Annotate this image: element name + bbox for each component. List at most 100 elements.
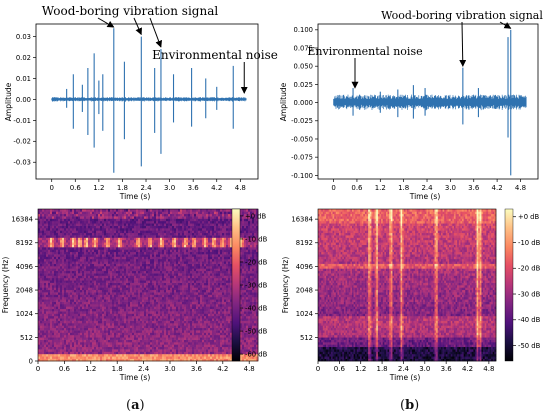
spectrogram-cell xyxy=(104,273,107,276)
spectrogram-cell xyxy=(160,282,163,286)
spectrogram-cell xyxy=(50,315,53,319)
spectrogram-cell xyxy=(62,292,65,295)
spectrogram-cell xyxy=(180,296,183,300)
spectrogram-cell xyxy=(42,301,45,305)
spectrogram-cell xyxy=(40,256,43,260)
spectrogram-cell xyxy=(148,263,151,267)
spectrogram-cell xyxy=(88,346,91,350)
spectrogram-cell xyxy=(86,294,89,298)
spectrogram-cell xyxy=(252,311,255,314)
spectrogram-cell xyxy=(60,339,63,343)
spectrogram-cell xyxy=(132,346,135,350)
spectrogram-cell xyxy=(178,285,181,288)
spectrogram-cell xyxy=(156,277,159,281)
spectrogram-cell xyxy=(254,266,257,269)
spectrogram-cell xyxy=(194,320,197,324)
spectrogram-cell xyxy=(62,346,65,350)
spectrogram-cell xyxy=(42,258,45,262)
spectrogram-cell xyxy=(102,306,105,310)
spectrogram-cell xyxy=(146,304,149,307)
spectrogram-cell xyxy=(100,344,103,348)
spectrogram-cell xyxy=(230,282,233,286)
spectrogram-cell xyxy=(114,327,117,331)
spectrogram-cell xyxy=(82,268,85,272)
spectrogram-cell xyxy=(82,304,85,307)
spectrogram-cell xyxy=(58,339,61,343)
spectrogram-cell xyxy=(64,304,67,307)
spectrogram-cell xyxy=(76,277,79,281)
spectrogram-cell xyxy=(152,301,155,305)
spectrogram-cell xyxy=(208,304,211,307)
spectrogram-cell xyxy=(220,339,223,343)
spectrogram-cell xyxy=(224,353,227,357)
spectrogram-cell xyxy=(54,320,57,324)
spectrogram-cell xyxy=(48,280,51,283)
spectrogram-cell xyxy=(242,325,245,329)
spectrogram-cell xyxy=(120,268,123,272)
spectrogram-cell xyxy=(190,301,193,305)
spectrogram-cell xyxy=(250,325,253,329)
spectrogram-cell xyxy=(216,311,219,314)
spectrogram-cell xyxy=(254,292,257,295)
spectrogram-cell xyxy=(180,356,183,359)
spectrogram-cell xyxy=(114,342,117,345)
spectrogram-cell xyxy=(70,327,73,331)
spectrogram-cell xyxy=(220,270,223,274)
spectrogram-cell xyxy=(52,263,55,267)
spectrogram-cell xyxy=(110,268,113,272)
spectrogram-cell xyxy=(118,294,121,298)
spectrogram-cell xyxy=(226,289,229,293)
spectrogram-cell xyxy=(172,334,175,338)
spectrogram-cell xyxy=(138,256,141,260)
spectrogram-cell xyxy=(86,285,89,288)
spectrogram-cell xyxy=(224,327,227,331)
spectrogram-cell xyxy=(214,266,217,269)
spectrogram-cell xyxy=(182,294,185,298)
spectrogram-cell xyxy=(248,306,251,310)
spectrogram-cell xyxy=(224,273,227,276)
spectrogram-cell xyxy=(194,349,197,352)
annotation-noise: Environmental noise xyxy=(152,48,278,62)
spectrogram-cell xyxy=(40,280,43,283)
spectrogram-cell xyxy=(100,356,103,359)
spectrogram-cell xyxy=(210,256,213,260)
spectrogram-cell xyxy=(62,308,65,312)
spectrogram-cell xyxy=(94,292,97,295)
spectrogram-cell xyxy=(152,356,155,359)
spectrogram-cell xyxy=(58,285,61,288)
spectrogram-cell xyxy=(78,254,81,257)
spectrogram-cell xyxy=(186,313,189,317)
spectrogram-cell xyxy=(40,342,43,345)
spectrogram-cell xyxy=(162,299,165,302)
spectrogram-cell xyxy=(118,306,121,310)
spectrogram-cell xyxy=(108,313,111,317)
spectrogram-cell xyxy=(204,306,207,310)
spectrogram-cell xyxy=(124,351,127,355)
spectrogram-cell xyxy=(202,351,205,355)
spectrogram-cell xyxy=(94,346,97,350)
spectrogram-cell xyxy=(144,318,147,321)
spectrogram-cell xyxy=(56,280,59,283)
spectrogram-cell xyxy=(106,268,109,272)
spectrogram-cell xyxy=(134,339,137,343)
spectrogram-cell xyxy=(192,334,195,338)
spectrogram-cell xyxy=(66,301,69,305)
spectrogram-cell xyxy=(202,313,205,317)
spectrogram-cell xyxy=(182,280,185,283)
spectrogram-cell xyxy=(38,356,41,359)
spectrogram-cell xyxy=(244,320,247,324)
spectrogram-cell xyxy=(110,353,113,357)
spectrogram-cell xyxy=(122,318,125,321)
spectrogram-cell xyxy=(102,256,105,260)
spectrogram-cell xyxy=(146,258,149,262)
spectrogram-cell xyxy=(114,346,117,350)
spectrogram-cell xyxy=(60,323,63,326)
spectrogram-cell xyxy=(62,351,65,355)
spectrogram-cell xyxy=(204,285,207,288)
spectrogram-cell xyxy=(180,311,183,314)
spectrogram-cell xyxy=(156,304,159,307)
spectrogram-cell xyxy=(188,337,191,340)
spectrogram-cell xyxy=(104,289,107,293)
spectrogram-cell xyxy=(230,266,233,269)
spectrogram-cell xyxy=(82,342,85,345)
